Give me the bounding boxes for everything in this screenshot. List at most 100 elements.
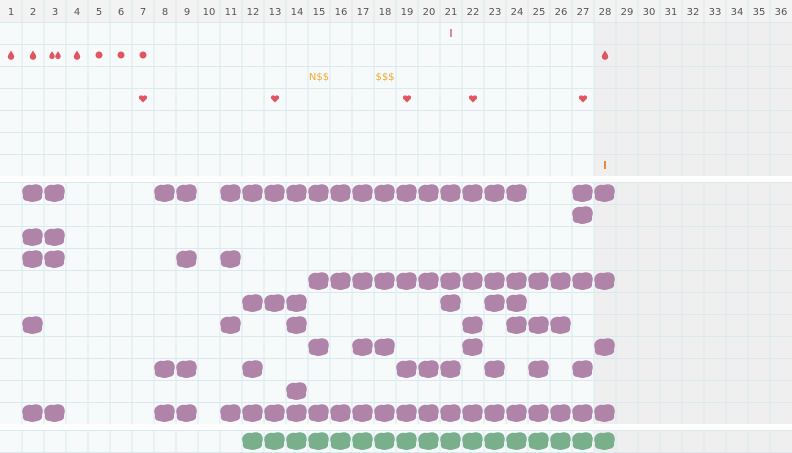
day-number: 31 [665,7,678,18]
symptom-blob [462,404,483,422]
symptom-blob [594,432,615,450]
symptom-blob [352,404,373,422]
day-number: 33 [709,7,722,18]
symptom-blob [176,184,197,202]
symptom-blob [242,404,263,422]
symptom-blob [44,228,65,246]
day-number: 15 [313,7,326,18]
symptom-blob [550,404,571,422]
heart-icon [578,95,588,103]
content: 1 2 3 4 5 6 7 8 9 10 11 12 13 14 15 16 17 18 19 20 21 22 23 24 2… [7,7,788,450]
day-number: 10 [203,7,216,18]
day-number: 28 [599,7,612,18]
note-text: N$$ [309,72,329,83]
symptom-blob [220,250,241,268]
symptom-blob [572,272,593,290]
day-number: 1 [8,7,14,18]
symptom-blob [308,432,329,450]
day-number: 14 [291,7,304,18]
flow-dot [117,51,125,59]
symptom-blob [286,316,307,334]
day-number: 19 [401,7,414,18]
section-gap [0,176,792,182]
day-number: 20 [423,7,436,18]
symptom-blob [22,250,43,268]
day-number: 36 [775,7,788,18]
day-number: 26 [555,7,568,18]
day-number: 5 [96,7,102,18]
symptom-blob [396,404,417,422]
symptom-blob [286,294,307,312]
symptom-blob [374,432,395,450]
symptom-blob [440,294,461,312]
symptom-blob [418,272,439,290]
symptom-blob [220,184,241,202]
symptom-blob [176,404,197,422]
day-number: 3 [52,7,58,18]
symptom-blob [440,184,461,202]
day-number: 27 [577,7,590,18]
symptom-blob [352,432,373,450]
symptom-blob [594,184,615,202]
heart-icon [138,95,148,103]
flow-dot [95,51,103,59]
symptom-blob [572,404,593,422]
symptom-blob [484,360,505,378]
symptom-blob [528,432,549,450]
symptom-blob [462,338,483,356]
symptom-blob [528,360,549,378]
symptom-blob [264,404,285,422]
symptom-blob [484,272,505,290]
flow-drop [7,50,15,60]
symptom-blob [44,184,65,202]
day-number: 32 [687,7,700,18]
symptom-blob [528,404,549,422]
symptom-blob [418,404,439,422]
symptom-blob [528,316,549,334]
symptom-blob [308,272,329,290]
flow-drop [73,50,81,60]
symptom-blob [242,360,263,378]
day-number: 2 [30,7,36,18]
symptom-blob [220,316,241,334]
symptom-blob [418,184,439,202]
day-number: 29 [621,7,634,18]
symptom-blob [22,184,43,202]
symptom-blob [550,272,571,290]
symptom-blob [396,432,417,450]
symptom-blob [352,272,373,290]
day-number: 11 [225,7,238,18]
symptom-blob [154,184,175,202]
flow-drop [55,51,61,60]
symptom-blob [44,250,65,268]
day-number: 35 [753,7,766,18]
symptom-blob [506,432,527,450]
day-number: 9 [184,7,190,18]
symptom-blob [286,432,307,450]
symptom-blob [286,382,307,400]
heart-icon [468,95,478,103]
symptom-blob [550,432,571,450]
symptom-blob [44,404,65,422]
symptom-blob [330,184,351,202]
symptom-blob [462,184,483,202]
symptom-blob [264,432,285,450]
symptom-blob [484,184,505,202]
symptom-blob [330,404,351,422]
tick-mark [604,161,606,169]
symptom-blob [462,316,483,334]
symptom-blob [594,338,615,356]
symptom-blob [418,360,439,378]
flow-dot [139,51,147,59]
day-number: 21 [445,7,458,18]
symptom-blob [154,360,175,378]
symptom-blob [594,404,615,422]
day-number: 30 [643,7,656,18]
symptom-blob [242,294,263,312]
symptom-blob [506,272,527,290]
symptom-blob [462,272,483,290]
symptom-blob [528,272,549,290]
symptom-blob [396,184,417,202]
day-number: 17 [357,7,370,18]
